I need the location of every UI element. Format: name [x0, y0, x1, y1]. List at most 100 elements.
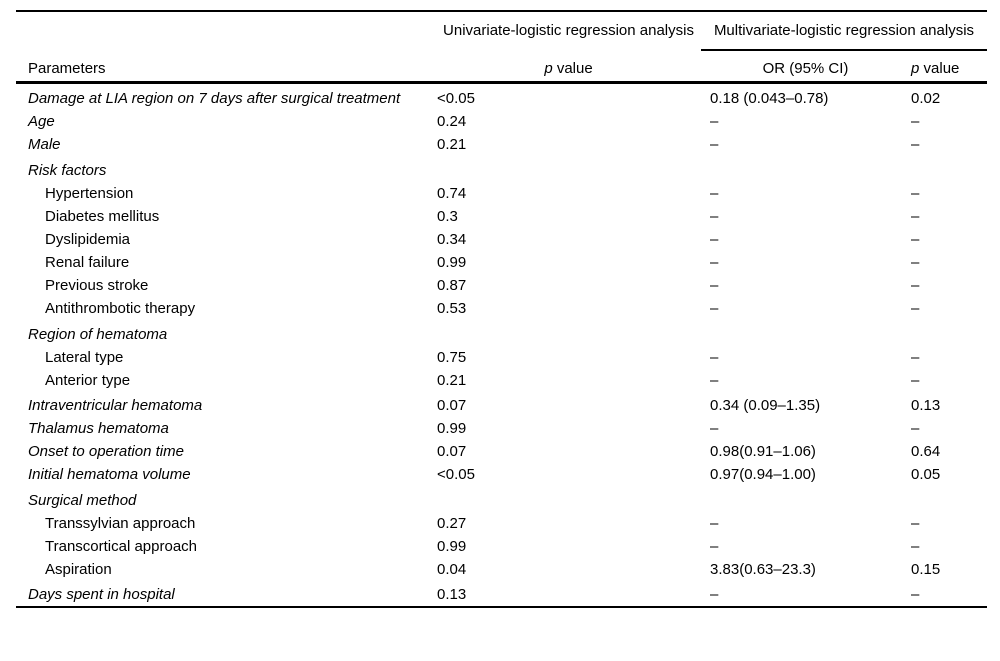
table-row: Renal failure 0.99 – – — [16, 251, 987, 274]
cell-p-value-univariate: 0.75 — [437, 349, 467, 366]
row-label: Antithrombotic therapy — [45, 300, 196, 317]
cell-p-value-multivariate — [910, 159, 987, 182]
cell-p-value-univariate: 0.13 — [437, 586, 467, 603]
cell-p-value-univariate: 0.21 — [437, 372, 467, 389]
cell-or-ci: – — [710, 515, 719, 532]
row-label: Risk factors — [28, 162, 107, 179]
table-row: Intraventricular hematoma 0.07 0.34 (0.0… — [16, 392, 987, 417]
cell-p-value-univariate — [436, 323, 701, 346]
cell-p-value-multivariate: – — [911, 254, 920, 271]
cell-p-value-multivariate: 0.64 — [911, 443, 941, 460]
cell-or-ci: – — [710, 538, 719, 555]
cell-p-value-univariate — [436, 489, 701, 512]
cell-p-value-univariate: 0.99 — [437, 538, 467, 555]
cell-p-value-multivariate: – — [911, 208, 920, 225]
table-row: Region of hematoma — [16, 320, 987, 346]
table-row: Damage at LIA region on 7 days after sur… — [16, 87, 987, 110]
cell-or-ci — [701, 489, 910, 512]
cell-p-value-multivariate: 0.13 — [911, 397, 941, 414]
table-column-headers: Parameters p value OR (95% CI) p value — [16, 51, 987, 84]
row-label: Diabetes mellitus — [45, 208, 160, 225]
cell-p-value-multivariate: – — [911, 538, 920, 555]
cell-or-ci: 3.83(0.63–23.3) — [710, 561, 816, 578]
table-row: Initial hematoma volume <0.05 0.97(0.94–… — [16, 463, 987, 486]
cell-or-ci: – — [710, 185, 719, 202]
row-label: Days spent in hospital — [28, 586, 175, 603]
cell-p-value-univariate: 0.99 — [437, 420, 467, 437]
cell-p-value-univariate: 0.27 — [437, 515, 467, 532]
table-row: Thalamus hematoma 0.99 – – — [16, 417, 987, 440]
row-label: Renal failure — [45, 254, 130, 271]
cell-p-value-univariate: 0.34 — [437, 231, 467, 248]
cell-p-value-univariate: 0.3 — [437, 208, 458, 225]
table-row: Anterior type 0.21 – – — [16, 369, 987, 392]
table-row: Hypertension 0.74 – – — [16, 182, 987, 205]
row-label: Transsylvian approach — [45, 515, 196, 532]
cell-or-ci: – — [710, 254, 719, 271]
cell-p-value-univariate: 0.07 — [437, 397, 467, 414]
table-row: Previous stroke 0.87 – – — [16, 274, 987, 297]
row-label: Previous stroke — [45, 277, 149, 294]
table-row: Aspiration 0.04 3.83(0.63–23.3) 0.15 — [16, 558, 987, 581]
cell-p-value-multivariate: – — [911, 231, 920, 248]
row-label: Region of hematoma — [28, 326, 168, 343]
cell-p-value-multivariate: – — [911, 515, 920, 532]
cell-or-ci — [701, 159, 910, 182]
cell-p-value-univariate: 0.53 — [437, 300, 467, 317]
cell-p-value-univariate — [436, 159, 701, 182]
row-label: Hypertension — [45, 185, 134, 202]
cell-p-value-univariate: 0.24 — [437, 113, 467, 130]
p-value-rest: value — [556, 60, 593, 77]
cell-p-value-univariate: 0.87 — [437, 277, 467, 294]
table-row: Transcortical approach 0.99 – – — [16, 535, 987, 558]
cell-p-value-univariate: 0.07 — [437, 443, 467, 460]
cell-p-value-multivariate: 0.05 — [911, 466, 941, 483]
cell-p-value-multivariate: 0.15 — [911, 561, 941, 578]
cell-p-value-multivariate: – — [911, 349, 920, 366]
bottom-rule — [16, 606, 987, 608]
regression-table: Univariate-logistic regression analysis … — [16, 10, 987, 608]
cell-p-value-univariate: 0.21 — [437, 136, 467, 153]
cell-p-value-univariate: 0.74 — [437, 185, 467, 202]
cell-p-value-univariate: 0.99 — [437, 254, 467, 271]
column-header-parameters: Parameters — [28, 60, 106, 77]
cell-p-value-multivariate: – — [911, 586, 920, 603]
column-header-or-ci: OR (95% CI) — [762, 60, 849, 77]
cell-or-ci: – — [710, 113, 719, 130]
row-label: Onset to operation time — [28, 443, 184, 460]
top-rule — [16, 10, 987, 12]
p-value-italic-p: p — [544, 60, 553, 77]
cell-or-ci: – — [710, 208, 719, 225]
cell-p-value-multivariate: – — [911, 372, 920, 389]
row-label: Age — [28, 113, 55, 130]
cell-p-value-univariate: <0.05 — [437, 90, 475, 107]
table-row: Onset to operation time 0.07 0.98(0.91–1… — [16, 440, 987, 463]
table-header-groups: Univariate-logistic regression analysis … — [16, 12, 987, 51]
row-label: Initial hematoma volume — [28, 466, 191, 483]
row-label: Aspiration — [45, 561, 112, 578]
cell-or-ci: 0.34 (0.09–1.35) — [710, 397, 821, 414]
cell-or-ci: – — [710, 277, 719, 294]
table-row: Age 0.24 – – — [16, 110, 987, 133]
table-row: Lateral type 0.75 – – — [16, 346, 987, 369]
cell-or-ci: – — [710, 349, 719, 366]
table-row: Surgical method — [16, 486, 987, 512]
cell-or-ci: – — [710, 136, 719, 153]
table-row: Dyslipidemia 0.34 – – — [16, 228, 987, 251]
row-label: Damage at LIA region on 7 days after sur… — [28, 90, 401, 107]
row-label: Anterior type — [45, 372, 131, 389]
header-univariate-group: Univariate-logistic regression analysis — [443, 22, 694, 39]
p-value-rest: value — [923, 60, 960, 77]
cell-p-value-univariate: 0.04 — [437, 561, 467, 578]
cell-or-ci: – — [710, 231, 719, 248]
cell-p-value-multivariate: – — [911, 420, 920, 437]
cell-or-ci: – — [710, 420, 719, 437]
table-row: Male 0.21 – – — [16, 133, 987, 156]
table-row: Antithrombotic therapy 0.53 – – — [16, 297, 987, 320]
cell-p-value-multivariate: – — [911, 113, 920, 130]
cell-or-ci — [701, 323, 910, 346]
table-body: Damage at LIA region on 7 days after sur… — [16, 84, 987, 606]
row-label: Thalamus hematoma — [28, 420, 169, 437]
table-row: Risk factors — [16, 156, 987, 182]
column-header-p-value-multivariate: p value — [910, 61, 987, 76]
